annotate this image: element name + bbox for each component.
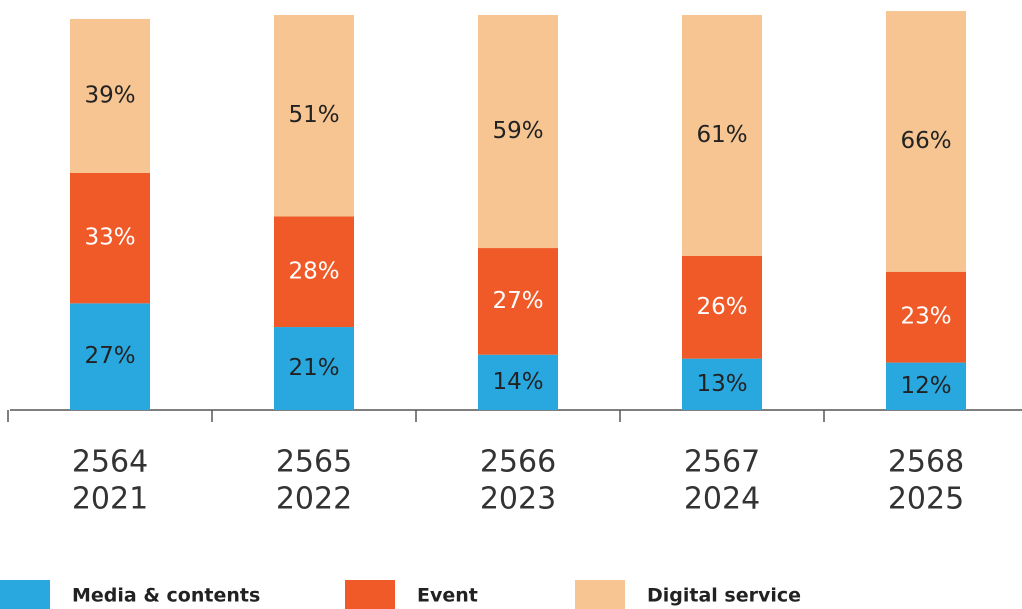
bar-segment [682, 15, 762, 256]
data-label: 59% [492, 118, 543, 144]
x-tick-label: 2565 [276, 445, 352, 480]
data-label: 27% [492, 288, 543, 314]
legend-swatch [0, 580, 50, 609]
legend-swatch [345, 580, 395, 609]
legend-label: Media & contents [72, 585, 260, 607]
data-label: 23% [900, 304, 951, 330]
data-label: 33% [84, 225, 135, 251]
x-tick-label: 2024 [684, 482, 760, 517]
data-label: 26% [696, 294, 747, 320]
data-label: 39% [84, 82, 135, 108]
data-label: 12% [900, 373, 951, 399]
data-label: 61% [696, 122, 747, 148]
x-tick-label: 2023 [480, 482, 556, 517]
bar-segment [886, 362, 966, 410]
bar-segment [70, 303, 150, 410]
data-label: 27% [84, 343, 135, 369]
data-label: 66% [900, 128, 951, 154]
bar-segment [478, 354, 558, 410]
data-label: 13% [696, 371, 747, 397]
data-label: 14% [492, 369, 543, 395]
x-tick-label: 2021 [72, 482, 148, 517]
bar-segment [274, 216, 354, 328]
bar-segment [274, 15, 354, 217]
bar-segment [70, 173, 150, 304]
x-tick-label: 2022 [276, 482, 352, 517]
x-tick-label: 2025 [888, 482, 964, 517]
bar-segment [886, 11, 966, 272]
x-tick-label: 2566 [480, 445, 556, 480]
legend-swatch [575, 580, 625, 609]
bar-segment [478, 248, 558, 355]
bar-segment [274, 327, 354, 410]
legend-label: Digital service [647, 585, 801, 607]
bar-segment [478, 15, 558, 249]
data-label: 28% [288, 258, 339, 284]
legend-label: Event [417, 585, 478, 607]
x-tick-label: 2564 [72, 445, 148, 480]
data-label: 51% [288, 102, 339, 128]
bar-segment [682, 358, 762, 410]
x-tick-label: 2568 [888, 445, 964, 480]
data-label: 21% [288, 355, 339, 381]
bar-segment [886, 271, 966, 363]
bar-segment [682, 255, 762, 359]
bar-segment [70, 18, 150, 174]
x-tick-label: 2567 [684, 445, 760, 480]
